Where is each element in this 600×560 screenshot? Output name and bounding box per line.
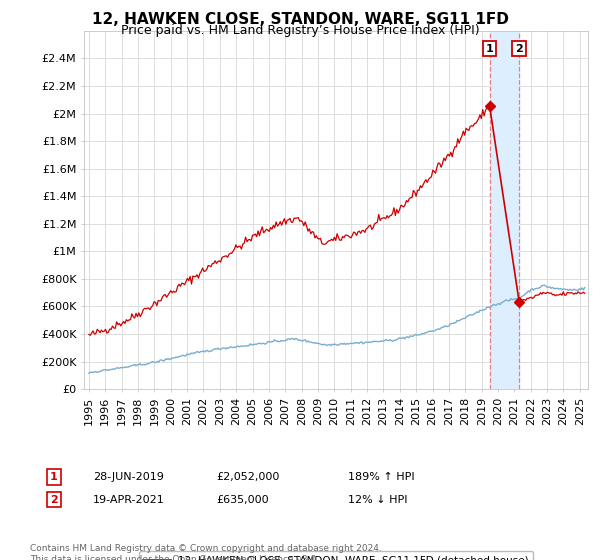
Text: 1: 1 — [50, 472, 58, 482]
Text: Price paid vs. HM Land Registry’s House Price Index (HPI): Price paid vs. HM Land Registry’s House … — [121, 24, 479, 36]
Text: 28-JUN-2019: 28-JUN-2019 — [93, 472, 164, 482]
Text: £2,052,000: £2,052,000 — [216, 472, 280, 482]
Text: 1: 1 — [486, 44, 494, 54]
Legend: 12, HAWKEN CLOSE, STANDON, WARE, SG11 1FD (detached house), HPI: Average price, : 12, HAWKEN CLOSE, STANDON, WARE, SG11 1F… — [139, 551, 533, 560]
Text: 12, HAWKEN CLOSE, STANDON, WARE, SG11 1FD: 12, HAWKEN CLOSE, STANDON, WARE, SG11 1F… — [92, 12, 508, 27]
Bar — [490, 31, 519, 389]
Text: 12% ↓ HPI: 12% ↓ HPI — [348, 494, 407, 505]
Text: £635,000: £635,000 — [216, 494, 269, 505]
Text: 2: 2 — [515, 44, 523, 54]
Text: 2: 2 — [50, 494, 58, 505]
Text: Contains HM Land Registry data © Crown copyright and database right 2024.
This d: Contains HM Land Registry data © Crown c… — [30, 544, 382, 560]
Text: 189% ↑ HPI: 189% ↑ HPI — [348, 472, 415, 482]
Text: 19-APR-2021: 19-APR-2021 — [93, 494, 165, 505]
